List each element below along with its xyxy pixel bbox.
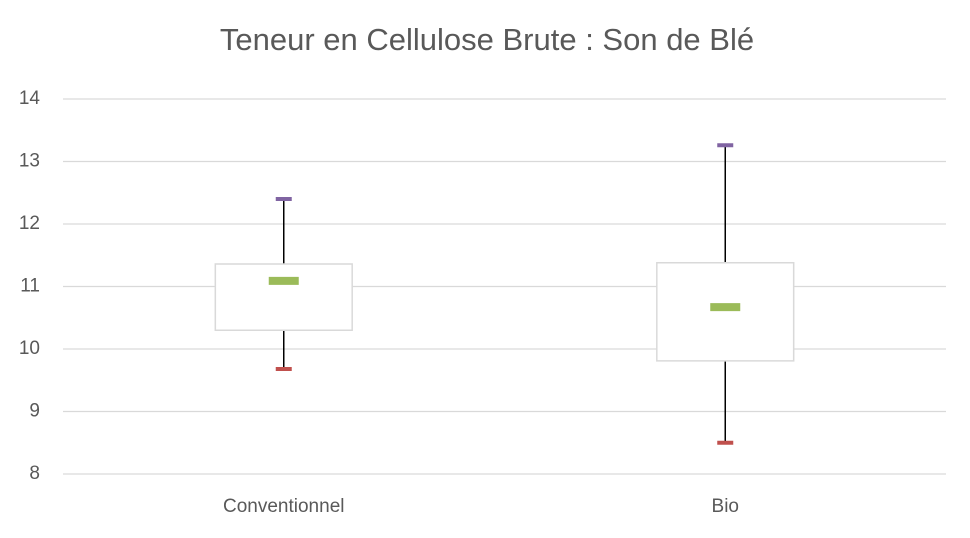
median-mark xyxy=(268,276,299,285)
y-tick-label: 10 xyxy=(19,338,40,359)
median-mark xyxy=(710,303,741,312)
y-tick-label: 9 xyxy=(29,401,40,422)
y-tick-label: 8 xyxy=(29,463,40,484)
x-tick-label: Conventionnel xyxy=(223,496,344,517)
x-tick-label: Bio xyxy=(712,496,739,517)
max-mark xyxy=(275,197,292,201)
y-tick-label: 11 xyxy=(20,276,40,297)
box xyxy=(214,263,353,331)
chart-title: Teneur en Cellulose Brute : Son de Blé xyxy=(220,22,754,57)
max-mark xyxy=(717,143,734,148)
min-mark xyxy=(275,367,292,371)
y-tick-label: 13 xyxy=(19,151,40,172)
y-tick-label: 14 xyxy=(19,88,41,109)
y-tick-label: 12 xyxy=(19,213,40,234)
box xyxy=(656,262,795,362)
min-mark xyxy=(717,440,734,445)
